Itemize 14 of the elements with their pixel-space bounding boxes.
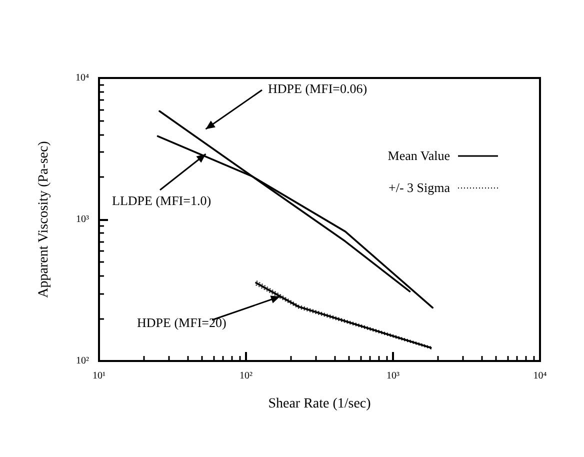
y-tick-label: 10³ (76, 214, 89, 225)
x-tick-label: 10⁴ (533, 370, 548, 382)
text: HDPE (MFI=20) (137, 315, 226, 330)
x-tick-label: 10² (240, 370, 252, 382)
annotation: +/- 3 Sigma (388, 180, 450, 195)
annotation: Mean Value (388, 148, 450, 163)
x-tick-label: 10¹ (92, 370, 106, 382)
y-tick-label: 10⁴ (76, 72, 90, 84)
text: HDPE (MFI=0.06) (268, 81, 368, 96)
x-axis-title: Shear Rate (1/sec) (268, 396, 372, 412)
y-tick-label: 10² (76, 356, 89, 366)
y-axis-title: Apparent Viscosity (Pa-sec) (36, 140, 52, 298)
x-tick-label: 10³ (386, 370, 400, 382)
text: LLDPE (MFI=1.0) (112, 193, 212, 208)
